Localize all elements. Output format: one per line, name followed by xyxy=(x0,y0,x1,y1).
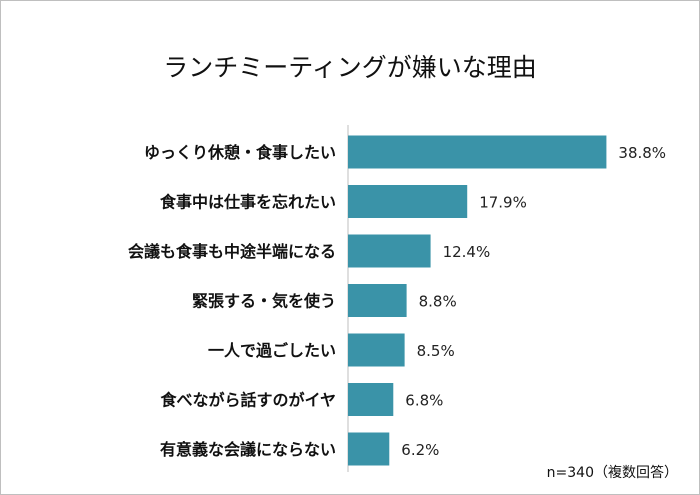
bar-1 xyxy=(348,135,607,169)
bar-3 xyxy=(348,234,431,268)
value-label-4: 8.8% xyxy=(419,293,457,311)
value-label-1: 38.8% xyxy=(618,144,666,162)
bar-2 xyxy=(348,185,468,218)
bar-5 xyxy=(348,333,405,367)
value-label-5: 8.5% xyxy=(417,342,455,360)
category-label-4: 緊張する・気を使う xyxy=(192,292,336,311)
value-label-6: 6.8% xyxy=(405,392,443,410)
bar-7 xyxy=(348,432,390,466)
bar-6 xyxy=(348,383,394,416)
category-label-2: 食事中は仕事を忘れたい xyxy=(159,193,336,212)
value-label-2: 17.9% xyxy=(479,194,527,212)
category-label-3: 会議も食事も中途半端になる xyxy=(128,242,336,261)
sample-size-note: n=340（複数回答） xyxy=(546,465,678,481)
category-label-7: 有意義な会議にならない xyxy=(160,440,336,459)
chart-title: ランチミーティングが嫌いな理由 xyxy=(163,53,537,82)
category-label-5: 一人で過ごしたい xyxy=(208,341,336,360)
category-label-6: 食べながら話すのがイヤ xyxy=(159,391,336,410)
value-label-3: 12.4% xyxy=(443,243,491,261)
category-label-1: ゆっくり休憩・食事したい xyxy=(144,143,336,162)
bar-4 xyxy=(348,284,407,317)
value-label-7: 6.2% xyxy=(401,441,439,459)
